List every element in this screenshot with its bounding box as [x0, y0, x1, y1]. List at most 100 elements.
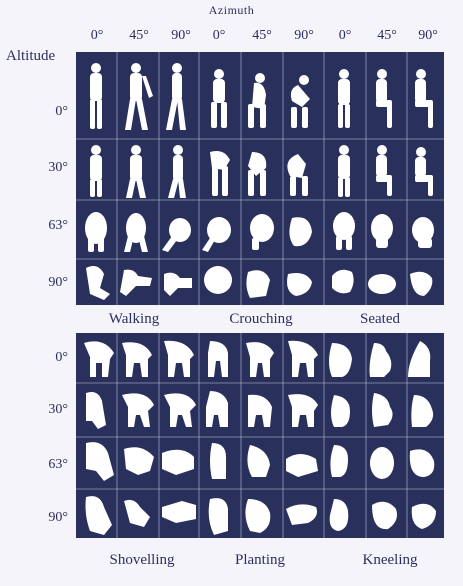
shovelling-silhouette: [124, 447, 154, 475]
altitude-label: 63°: [48, 457, 68, 472]
walking-silhouette: [166, 63, 186, 130]
seated-silhouette: [376, 69, 392, 128]
shovelling-silhouette: [84, 341, 114, 377]
azimuth-label: 45°: [129, 28, 149, 43]
planting-silhouette: [210, 443, 226, 479]
kneeling-silhouette: [408, 341, 431, 377]
activity-label-shovelling: Shovelling: [109, 552, 175, 568]
azimuth-label: 0°: [90, 28, 104, 43]
walking-silhouette: [86, 266, 110, 300]
shovelling-silhouette: [162, 501, 196, 523]
crouching-silhouette: [202, 217, 231, 252]
kneeling-silhouette: [372, 393, 393, 427]
crouching-silhouette: [210, 151, 230, 196]
shovelling-silhouette: [122, 342, 152, 377]
kneeling-silhouette: [411, 503, 436, 529]
altitude-label: 0°: [55, 104, 68, 119]
kneeling-silhouette: [369, 343, 392, 377]
shovelling-silhouette: [164, 340, 194, 377]
seated-silhouette: [376, 145, 392, 196]
seated-silhouette: [412, 217, 434, 248]
walking-silhouette: [85, 212, 107, 252]
planting-silhouette: [206, 391, 228, 427]
walking-silhouette: [90, 63, 102, 129]
planting-silhouette: [247, 445, 270, 477]
kneeling-silhouette: [329, 499, 349, 531]
altitude-label: 63°: [48, 218, 68, 233]
seated-silhouette: [338, 69, 350, 128]
walking-silhouette: [168, 145, 186, 198]
planting-silhouette: [208, 498, 228, 535]
altitude-label: 0°: [55, 350, 68, 365]
shovelling-silhouette: [122, 393, 154, 427]
kneeling-silhouette: [331, 395, 350, 427]
seated-silhouette: [332, 269, 354, 294]
shovelling-silhouette: [86, 442, 114, 481]
altitude-label: 90°: [48, 510, 68, 525]
kneeling-silhouette: [330, 445, 348, 477]
walking-silhouette: [125, 63, 153, 130]
kneeling-silhouette: [329, 343, 352, 377]
azimuth-label: 0°: [212, 28, 226, 43]
walking-silhouette: [120, 269, 152, 296]
planting-silhouette: [208, 341, 228, 377]
crouching-silhouette: [250, 214, 274, 250]
planting-silhouette: [248, 394, 272, 427]
crouching-silhouette: [246, 270, 270, 298]
activity-label-walking: Walking: [108, 311, 160, 327]
seated-silhouette: [338, 145, 350, 197]
activity-label-planting: Planting: [234, 552, 285, 568]
crouching-silhouette: [248, 73, 266, 128]
altitude-title: Altitude: [6, 48, 56, 64]
walking-silhouette: [90, 145, 102, 197]
activity-label-seated: Seated: [360, 311, 400, 327]
altitude-label: 30°: [48, 160, 68, 175]
azimuth-label: 90°: [418, 28, 438, 43]
row-dividers: [76, 138, 444, 260]
azimuth-label: 45°: [377, 28, 397, 43]
shovelling-silhouette: [162, 449, 194, 475]
row-dividers: [76, 382, 444, 490]
shovelling-silhouette: [85, 496, 112, 535]
walking-silhouette: [124, 213, 148, 252]
column-dividers: [116, 333, 408, 538]
azimuth-label: 45°: [252, 28, 272, 43]
altitude-label: 90°: [48, 275, 68, 290]
walking-silhouette: [126, 145, 146, 198]
walking-silhouette: [162, 218, 191, 252]
planting-silhouette: [286, 454, 318, 477]
azimuth-label: 0°: [338, 28, 352, 43]
crouching-silhouette: [211, 69, 227, 128]
crouching-silhouette: [287, 273, 312, 296]
silhouette-grid-top: [76, 52, 444, 305]
activity-label-crouching: Crouching: [229, 311, 293, 327]
crouching-silhouette: [287, 154, 308, 196]
azimuth-label: 90°: [171, 28, 191, 43]
azimuth-label: 90°: [294, 28, 314, 43]
seated-silhouette: [415, 69, 433, 128]
planting-silhouette: [245, 499, 271, 533]
shovelling-silhouette: [124, 499, 150, 527]
seated-silhouette: [371, 214, 393, 248]
kneeling-silhouette: [411, 395, 434, 427]
crouching-silhouette: [204, 266, 232, 294]
seated-silhouette: [333, 212, 355, 250]
kneeling-silhouette: [370, 447, 394, 479]
altitude-label: 30°: [48, 402, 68, 417]
silhouette-grid-bottom: [76, 333, 444, 538]
azimuth-title: Azimuth: [208, 3, 255, 17]
seated-silhouette: [415, 147, 433, 196]
kneeling-silhouette: [372, 501, 397, 530]
planting-silhouette: [286, 504, 317, 525]
shovelling-silhouette: [86, 392, 106, 429]
crouching-silhouette: [289, 217, 312, 247]
walking-silhouette: [164, 272, 192, 296]
kneeling-silhouette: [409, 449, 435, 477]
seated-silhouette: [410, 271, 433, 296]
crouching-silhouette: [248, 152, 267, 196]
planting-silhouette: [246, 342, 274, 377]
shovelling-silhouette: [164, 393, 196, 427]
column-dividers: [116, 52, 408, 305]
activity-label-kneeling: Kneeling: [362, 552, 418, 568]
planting-silhouette: [288, 340, 318, 377]
